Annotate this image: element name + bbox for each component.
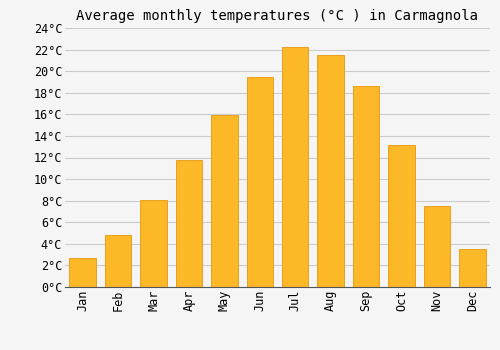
Bar [70, 258, 96, 287]
Bar [246, 77, 273, 287]
Bar [388, 145, 414, 287]
Bar [105, 235, 132, 287]
Bar [318, 55, 344, 287]
Bar [424, 206, 450, 287]
Bar [459, 249, 485, 287]
Bar [211, 116, 238, 287]
Title: Average monthly temperatures (°C ) in Carmagnola: Average monthly temperatures (°C ) in Ca… [76, 9, 478, 23]
Bar [353, 86, 380, 287]
Bar [282, 48, 308, 287]
Bar [140, 199, 167, 287]
Bar [176, 160, 202, 287]
